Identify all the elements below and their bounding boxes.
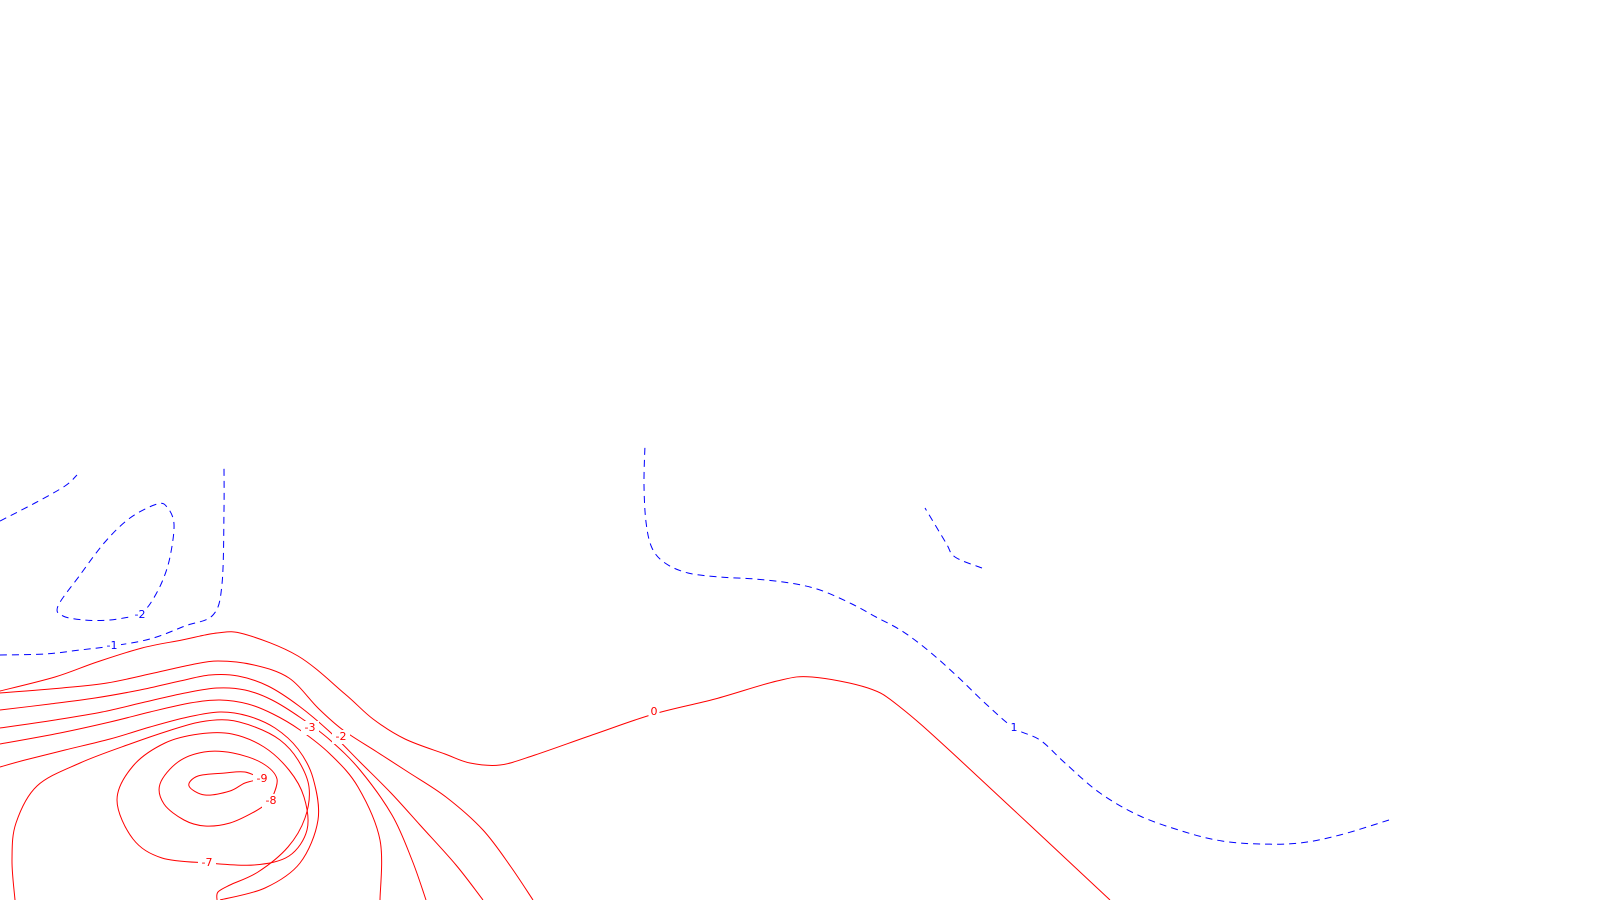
contour-label-bg bbox=[1008, 721, 1020, 735]
contour-label: -7 bbox=[202, 856, 213, 869]
contour-label: 1 bbox=[1011, 721, 1018, 734]
contour-label-bg bbox=[301, 721, 319, 735]
contour-label-bg bbox=[262, 794, 280, 808]
contour-line-neg6-6 bbox=[11, 719, 310, 900]
contour-labels-group: 0 -2 -3 -7 -8 -9 1 -1 -2 bbox=[103, 608, 1020, 870]
contour-label: -9 bbox=[257, 772, 268, 785]
contour-label: -1 bbox=[107, 639, 118, 652]
contour-label-bg bbox=[332, 730, 350, 744]
contour-line-neg8-8 bbox=[158, 750, 278, 827]
contour-label: -2 bbox=[336, 730, 347, 743]
contour-label-bg bbox=[131, 608, 149, 622]
contour-label: 0 bbox=[651, 705, 658, 718]
contour-line-neg5-5 bbox=[0, 711, 320, 900]
contour-label-bg bbox=[198, 856, 216, 870]
contour-line-neg2-2 bbox=[0, 673, 484, 900]
contour-line-neg4-4 bbox=[0, 699, 383, 900]
contour-label: -3 bbox=[305, 721, 316, 734]
contour-line-neg1-13 bbox=[0, 474, 78, 522]
contour-line-pos1-11 bbox=[924, 507, 983, 569]
contour-line-neg2-14 bbox=[56, 502, 175, 622]
contour-line-neg9-9 bbox=[188, 771, 263, 796]
contour-label-bg bbox=[103, 639, 121, 653]
contour-line-pos1-10 bbox=[643, 444, 1390, 845]
contour-label-bg bbox=[253, 772, 271, 786]
contour-label: -2 bbox=[135, 608, 146, 621]
contour-line-pos0-0 bbox=[0, 631, 1111, 900]
contour-line-neg3-3 bbox=[0, 687, 427, 900]
contour-label: -8 bbox=[266, 794, 277, 807]
contour-line-neg1-1 bbox=[0, 660, 534, 900]
contour-lines-group bbox=[0, 444, 1390, 900]
contour-line-neg1-12 bbox=[0, 467, 225, 656]
contour-line-neg7-7 bbox=[116, 732, 309, 866]
contour-label-bg bbox=[648, 705, 660, 719]
